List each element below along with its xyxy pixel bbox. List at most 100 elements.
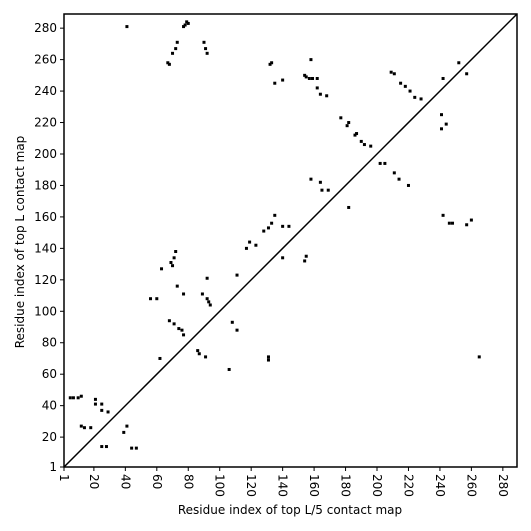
x-tick-label: 140 [276,474,290,497]
contact-point [104,445,108,449]
contact-point [309,177,313,181]
contact-point [477,355,481,359]
contact-point [369,144,373,148]
x-tick-label: 200 [370,474,384,497]
contact-point [315,86,319,90]
contact-point [362,143,366,147]
x-tick-label: 60 [150,474,164,489]
x-tick-label: 280 [496,474,510,497]
contact-point [182,292,186,296]
contact-point [389,70,393,74]
contact-point [441,213,445,217]
contact-point [378,161,382,165]
x-axis-label: Residue index of top L/5 contact map [178,503,402,517]
y-tick-label: 240 [34,84,57,98]
contact-point [359,139,363,143]
contact-point [281,224,285,228]
contact-point [326,188,330,192]
contact-point [318,180,322,184]
y-tick-label: 200 [34,147,57,161]
contact-point [183,23,187,27]
contact-point [469,218,473,222]
contact-point [457,61,461,65]
contact-point [89,426,93,430]
contact-point [447,221,451,225]
contact-point [175,284,179,288]
contact-point [248,240,252,244]
y-axis-label: Residue index of top L contact map [13,136,27,349]
contact-point [440,127,443,131]
x-tick-label: 220 [401,474,415,497]
contact-point [106,410,110,414]
contact-point [208,303,212,307]
contact-point [125,25,129,29]
contact-point [100,402,104,406]
contact-point [93,402,97,406]
contact-point [230,320,234,324]
contact-point [171,264,175,268]
contact-point [82,426,86,430]
y-tick-label: 120 [34,273,57,287]
contact-point [177,327,181,331]
contact-point [130,446,134,450]
contact-point [167,319,171,323]
contact-point [172,256,176,260]
contact-point [122,430,126,434]
x-tick-label: 180 [339,474,353,497]
contact-point [71,396,75,400]
y-tick-label: 140 [34,241,57,255]
contact-point [444,122,448,126]
contact-point [68,396,72,400]
contact-point [197,352,201,356]
contact-point [304,75,308,79]
contact-point [160,267,164,271]
y-tick-label: 60 [42,367,57,381]
contact-point [174,250,178,254]
contact-point [399,81,403,85]
contact-point [79,424,83,428]
contact-point [235,328,239,332]
contact-point [287,224,291,228]
contact-point [392,171,396,175]
contact-point [266,355,270,359]
plot-frame [63,13,518,468]
contact-point [155,297,159,301]
y-tick-label: 40 [42,399,57,413]
contact-point [207,300,211,304]
x-tick-label: 160 [307,474,321,497]
contact-point [262,229,266,233]
contact-point [180,328,184,332]
contact-point [227,367,231,371]
contact-point [273,81,277,85]
contact-point [303,259,307,263]
contact-point [185,20,189,24]
contact-point [149,297,153,301]
contact-point [315,76,319,80]
contact-point [171,51,175,55]
x-tick-label: 1 [57,474,71,482]
contact-point [175,40,179,44]
contact-point [307,76,311,80]
y-tick-label: 1 [49,460,57,474]
contact-point [158,356,162,360]
y-tick-label: 280 [34,21,57,35]
contact-point [440,113,443,117]
contact-point [268,62,272,66]
contact-point [281,256,285,260]
contact-point [419,97,423,101]
y-tick-label: 220 [34,116,57,130]
contact-point [134,446,138,450]
contact-point [397,177,401,181]
contact-point [353,133,357,137]
contact-point [347,121,351,125]
y-tick-label: 180 [34,178,57,192]
diagonal-line [63,13,518,468]
contact-point [303,73,307,77]
contact-point [320,188,324,192]
contact-point [244,246,248,250]
x-tick-label: 40 [118,474,132,489]
contact-point [339,116,343,120]
contact-point [266,358,270,362]
contact-point [355,132,359,136]
